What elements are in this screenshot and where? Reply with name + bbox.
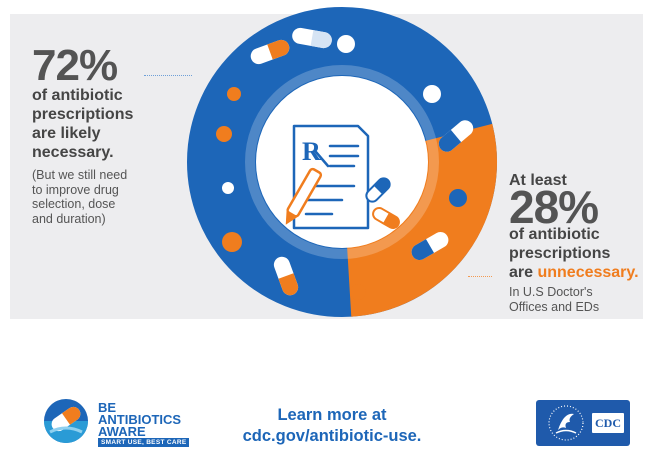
unnecessary-text-line: are unnecessary. [509,263,649,282]
unnecessary-emphasis: unnecessary. [537,264,639,281]
necessary-percent: 72% [32,41,118,90]
necessary-stat: 72% of antibiotic prescriptions are like… [32,41,192,226]
cdc-wordmark: CDC [592,413,624,433]
learn-more-link[interactable]: cdc.gov/antibiotic-use. [242,427,422,445]
pill-icon [438,120,474,152]
note-line: Offices and EDs [509,299,600,314]
unnecessary-prefix: are [509,264,538,281]
cdc-logo: CDC [536,400,630,446]
note-line: and duration) [32,211,106,226]
hhs-eagle-icon [548,405,584,441]
note-line: to improve drug [32,182,119,197]
pill-icon [273,256,299,296]
unnecessary-stat: At least 28% of antibiotic prescriptions… [509,172,649,314]
pill-icon [292,27,332,49]
necessary-text-line: necessary. [32,144,114,161]
note-line: selection, dose [32,197,116,211]
svg-text:R: R [302,137,321,166]
unnecessary-note: In U.S Doctor's Offices and EDs [509,285,649,314]
necessary-text-line: of antibiotic [32,87,123,104]
pill-icon [250,39,290,65]
left-leader-line [144,75,192,76]
unnecessary-lead: At least [509,172,567,189]
prescription-donut: R [187,7,497,317]
aware-word-aware: AWARE [98,424,146,439]
tablet-icon [222,182,234,194]
aware-word-be: BE [98,400,117,415]
unnecessary-text-line: of antibiotic [509,226,600,243]
aware-word-antibiotics: ANTIBIOTICS [98,412,182,427]
donut-inner-ring [245,65,439,259]
learn-more-text: Learn more at cdc.gov/antibiotic-use. [228,405,436,447]
tablet-icon [222,232,242,252]
necessary-text-line: are likely [32,125,101,142]
pill-icon [365,177,391,203]
note-line: (But we still need [32,168,128,182]
unnecessary-text-line: prescriptions [509,245,611,262]
tablet-icon [216,126,232,142]
necessary-text-line: prescriptions [32,106,134,123]
tablet-icon [337,35,355,53]
tablet-icon [449,189,467,207]
tablet-icon [423,85,441,103]
aware-tagline: SMART USE, BEST CARE [98,438,190,447]
learn-more-line: Learn more at [277,406,387,424]
unnecessary-percent: 28% [509,181,599,233]
tablet-icon [350,284,366,300]
necessary-note: (But we still need to improve drug selec… [32,168,192,226]
pill-icon [372,207,400,229]
aware-wordmark: BE ANTIBIOTICS AWARE [98,400,182,439]
be-antibiotics-aware-logo: BE ANTIBIOTICS AWARE SMART USE, BEST CAR… [40,398,210,447]
pill-icon [411,232,449,260]
pen-icon [285,167,323,225]
note-line: In U.S Doctor's [509,285,593,299]
tablet-icon [227,87,241,101]
aware-pill-icon [44,399,88,443]
right-leader-line [468,276,492,277]
